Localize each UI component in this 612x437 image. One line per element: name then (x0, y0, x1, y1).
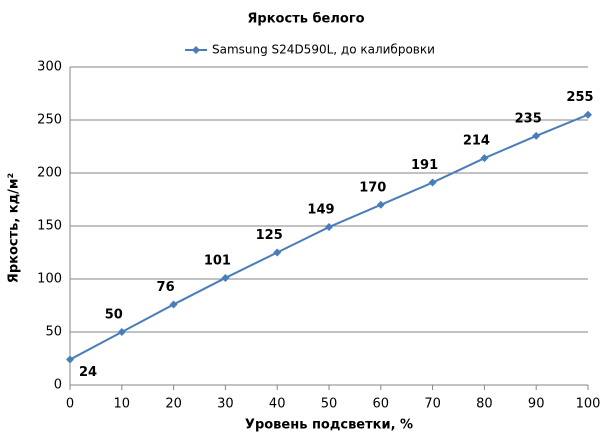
x-axis-label: Уровень подсветки, % (245, 418, 413, 433)
x-tick-label: 100 (576, 397, 601, 412)
data-label: 125 (256, 228, 283, 243)
data-label: 235 (515, 111, 542, 126)
data-point (117, 328, 126, 336)
data-label: 101 (204, 253, 231, 268)
y-tick-label: 200 (37, 166, 62, 181)
data-point (584, 110, 592, 119)
data-point (376, 200, 385, 209)
x-tick-label: 60 (373, 397, 390, 412)
chart-title: Яркость белого (247, 12, 364, 27)
data-point (66, 355, 74, 364)
data-label: 50 (105, 308, 123, 323)
legend-marker (192, 46, 200, 54)
data-point (428, 178, 437, 187)
legend-label: Samsung S24D590L, до калибровки (212, 43, 435, 57)
x-tick-label: 10 (114, 397, 131, 412)
x-tick-label: 30 (217, 397, 234, 412)
data-label: 255 (566, 90, 593, 105)
data-label: 149 (307, 203, 334, 218)
data-point (325, 223, 333, 232)
data-label: 24 (79, 365, 97, 380)
x-tick-label: 20 (165, 397, 182, 412)
x-tick-label: 70 (424, 397, 441, 412)
data-point (169, 300, 178, 309)
x-tick-label: 40 (269, 397, 286, 412)
y-tick-label: 0 (54, 378, 62, 393)
x-tick-label: 90 (528, 397, 545, 412)
y-tick-label: 300 (37, 60, 62, 75)
data-point (532, 131, 541, 140)
data-label: 170 (359, 180, 386, 195)
y-tick-label: 100 (37, 272, 62, 287)
y-tick-label: 150 (37, 219, 62, 234)
x-tick-label: 0 (66, 397, 74, 412)
x-tick-label: 80 (476, 397, 493, 412)
x-tick-label: 50 (321, 397, 338, 412)
y-tick-label: 50 (45, 325, 62, 340)
data-label: 76 (157, 280, 175, 295)
data-label: 214 (463, 134, 490, 149)
y-tick-label: 250 (37, 113, 62, 128)
data-point (273, 248, 282, 257)
data-label: 191 (411, 158, 438, 173)
data-point (480, 154, 489, 163)
data-point (221, 273, 230, 282)
y-axis-label: Яркость, кд/м² (7, 173, 22, 283)
